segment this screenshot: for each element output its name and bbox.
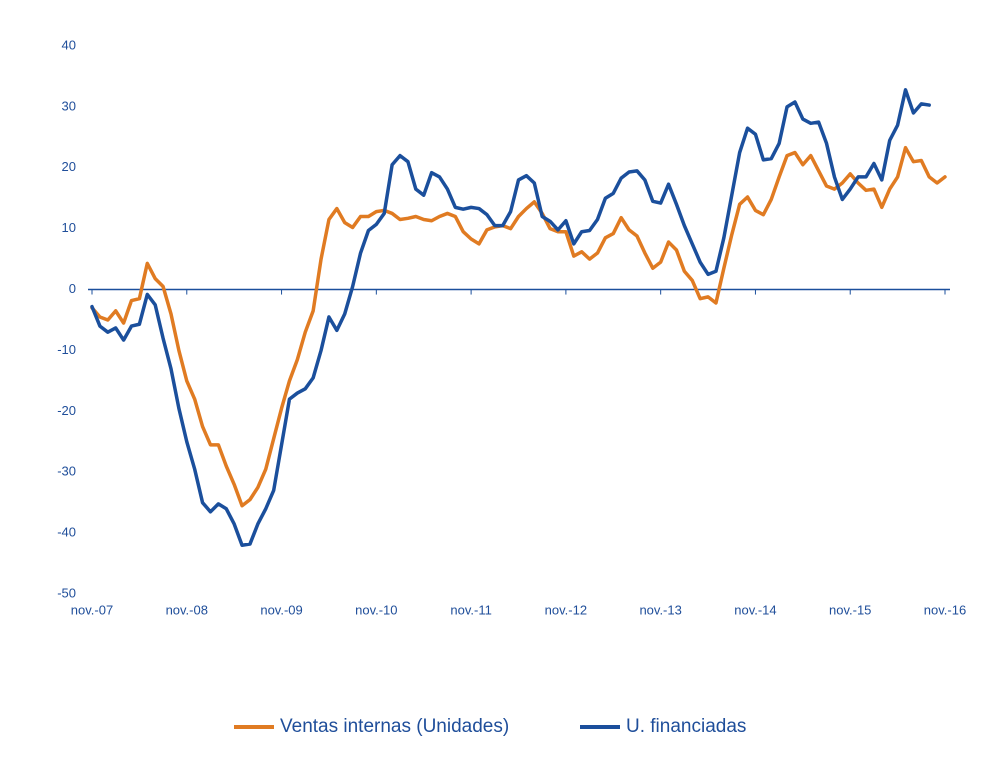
y-tick-label: 10 — [62, 220, 76, 235]
x-tick-label: nov.-16 — [924, 602, 966, 617]
x-tick-label: nov.-11 — [450, 602, 491, 617]
x-tick-label: nov.-13 — [639, 602, 681, 617]
y-tick-label: -30 — [57, 464, 76, 479]
line-series — [90, 145, 947, 508]
y-tick-label: -40 — [57, 525, 76, 540]
x-tick-label: nov.-10 — [355, 602, 397, 617]
x-tick-label: nov.-14 — [734, 602, 776, 617]
y-tick-label: -20 — [57, 403, 76, 418]
x-tick-label: nov.-09 — [260, 602, 302, 617]
legend-label: Ventas internas (Unidades) — [280, 716, 509, 737]
x-tick-label: nov.-08 — [166, 602, 208, 617]
y-tick-label: 30 — [62, 98, 76, 113]
x-tick-label: nov.-07 — [71, 602, 113, 617]
line-series — [90, 88, 931, 548]
legend-label: U. financiadas — [626, 716, 746, 737]
x-tick-label: nov.-12 — [545, 602, 587, 617]
x-tick-label: nov.-15 — [829, 602, 871, 617]
y-tick-label: 20 — [62, 159, 76, 174]
y-tick-label: 40 — [62, 37, 76, 52]
y-tick-label: -50 — [57, 585, 76, 600]
y-tick-label: -10 — [57, 342, 76, 357]
y-tick-label: 0 — [69, 281, 76, 296]
